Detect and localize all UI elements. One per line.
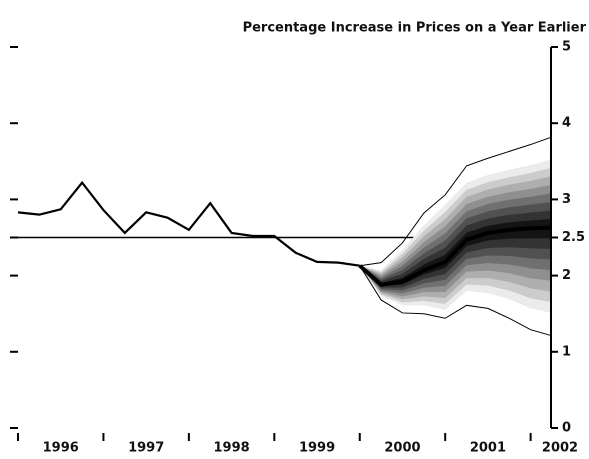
history-line [17,180,360,267]
fan-central [358,225,553,287]
y-tick-label: 5 [562,40,571,55]
y-tick-label: 4 [562,116,571,131]
y-tick-label: 3 [562,192,571,207]
y-tick-label: 1 [562,344,571,359]
x-tick-label: 2001 [470,441,506,456]
x-tick-label: 1996 [43,441,79,456]
fan-outer-line [359,136,553,267]
chart-title: Percentage Increase in Prices on a Year … [243,21,587,36]
x-tick-label: 2000 [384,441,420,456]
x-tick-label: 1999 [299,441,335,456]
y-tick-label: 2 [562,268,571,283]
x-tick-label: 2002 [542,441,578,456]
fan-outer-line [359,265,553,337]
y-tick-label: 2.5 [562,230,585,245]
x-tick-label: 1997 [128,441,164,456]
y-tick-label: 0 [562,421,571,436]
x-tick-label: 1998 [214,441,250,456]
